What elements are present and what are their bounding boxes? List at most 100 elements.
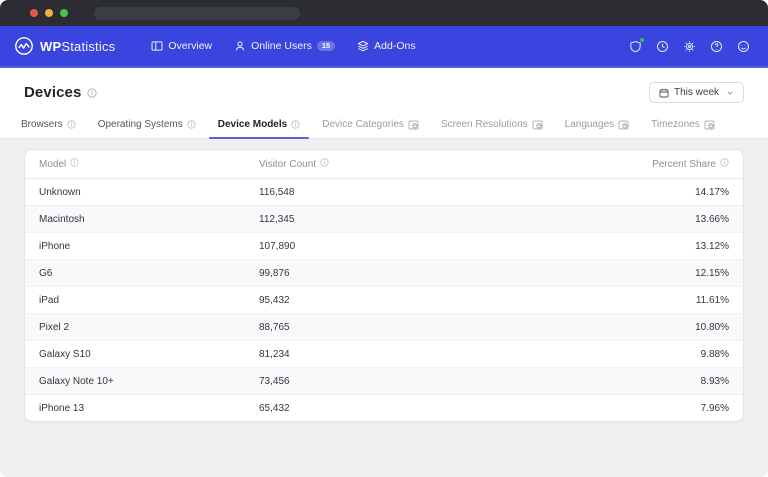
nav-item-overview[interactable]: Overview [151,40,212,52]
tab-browsers[interactable]: Browsers [10,113,87,138]
tab-device-models[interactable]: Device Models [207,113,311,139]
table-row: iPad 95,432 11.61% [25,287,743,314]
table-header-row: Model Visitor Count Percent Share [25,150,743,179]
logo-wave-icon [15,37,33,55]
chevron-down-icon [726,89,734,97]
brand-name: WPStatistics [40,38,116,54]
info-icon [187,120,196,129]
page-header: Devices This week Browsers Operating Syst… [0,68,768,139]
nav-item-label: Overview [168,40,213,52]
addons-icon [358,40,369,52]
lock-icon [618,120,629,130]
settings-gear-icon[interactable] [682,39,696,53]
table-row: iPhone 107,890 13.12% [25,233,743,260]
cell-count: 81,234 [259,348,290,360]
calendar-icon [659,88,669,97]
info-icon [291,120,300,129]
minimize-window-button[interactable] [45,9,53,17]
cell-count: 116,548 [259,186,295,198]
cell-share: 13.66% [695,213,729,225]
tab-languages[interactable]: Languages [554,113,641,138]
cell-share: 9.88% [700,348,729,360]
column-info-icon[interactable] [70,158,79,170]
cell-count: 88,765 [259,321,290,333]
info-icon [67,120,76,129]
close-window-button[interactable] [30,9,38,17]
cell-model: G6 [39,267,53,279]
privacy-shield-icon[interactable] [628,38,644,53]
lock-icon [704,120,715,130]
tab-device-categories[interactable]: Device Categories [311,113,430,138]
tab-label: Languages [564,119,615,130]
cell-model: Galaxy S10 [39,348,91,360]
table-row: iPhone 13 65,432 7.96% [25,395,743,421]
date-range-button[interactable]: This week [648,82,744,103]
nav-utility-icons [628,38,754,53]
cell-count: 112,345 [259,213,295,225]
cell-model: iPhone [39,240,71,252]
feedback-smiley-icon[interactable] [736,39,750,53]
cell-model: Pixel 2 [39,321,70,333]
help-icon[interactable] [709,39,723,53]
wpstatistics-logo[interactable]: WPStatistics [14,36,115,56]
date-range-label: This week [673,87,719,98]
tab-label: Device Categories [322,119,404,130]
cell-share: 8.93% [700,375,729,387]
cell-model: iPad [39,294,60,306]
page-title-info-icon[interactable] [87,87,98,98]
tab-label: Screen Resolutions [440,119,528,130]
lock-icon [408,120,419,130]
table-row: Pixel 2 88,765 10.80% [25,314,743,341]
cell-model: Macintosh [39,213,85,225]
cell-count: 73,456 [259,375,290,387]
zoom-window-button[interactable] [60,9,68,17]
tab-label: Timezones [651,119,700,130]
tab-label: Operating Systems [97,119,183,130]
cell-share: 11.61% [695,294,729,306]
top-navbar: WPStatistics Overview Online Users 15 [0,26,768,68]
nav-menu: Overview Online Users 15 Add-Ons [151,40,416,52]
realtime-clock-icon[interactable] [655,39,669,53]
nav-item-online-users[interactable]: Online Users 15 [234,40,336,52]
nav-item-label: Add-Ons [374,40,416,52]
column-header-percent-share: Percent Share [599,158,729,170]
tab-timezones[interactable]: Timezones [640,113,726,138]
cell-share: 10.80% [695,321,729,333]
table-row: Macintosh 112,345 13.66% [25,206,743,233]
privacy-status-dot [640,38,644,42]
tab-label: Device Models [217,119,288,130]
lock-icon [532,120,543,130]
tabs: Browsers Operating Systems Device Models De… [0,113,768,139]
table-body: Unknown 116,548 14.17% Macintosh 112,345 13.6… [25,179,743,421]
device-models-card: Model Visitor Count Percent Share [24,149,744,422]
users-icon [235,41,245,51]
content-area: Model Visitor Count Percent Share [0,139,768,422]
browser-chrome [0,0,768,26]
cell-count: 65,432 [259,402,290,414]
cell-count: 95,432 [259,294,290,306]
tab-operating-systems[interactable]: Operating Systems [87,113,207,138]
tab-screen-resolutions[interactable]: Screen Resolutions [430,113,554,138]
cell-model: Unknown [39,186,81,198]
table-row: Galaxy Note 10+ 73,456 8.93% [25,368,743,395]
table-row: Unknown 116,548 14.17% [25,179,743,206]
tab-label: Browsers [21,119,63,130]
table-row: G6 99,876 12.15% [25,260,743,287]
cell-count: 107,890 [259,240,296,252]
table-row: Galaxy S10 81,234 9.88% [25,341,743,368]
nav-item-add-ons[interactable]: Add-Ons [357,40,416,52]
cell-share: 7.96% [700,402,729,414]
online-users-count-badge: 15 [316,40,336,52]
traffic-lights [30,9,68,17]
column-info-icon[interactable] [720,158,729,170]
cell-model: Galaxy Note 10+ [39,375,114,387]
nav-item-label: Online Users [251,40,312,52]
column-info-icon[interactable] [320,158,329,170]
cell-share: 13.12% [695,240,729,252]
cell-model: iPhone 13 [39,402,85,414]
address-bar[interactable] [94,6,300,20]
column-header-visitor-count: Visitor Count [259,158,599,170]
page-title: Devices [24,84,82,101]
overview-icon [151,41,163,51]
